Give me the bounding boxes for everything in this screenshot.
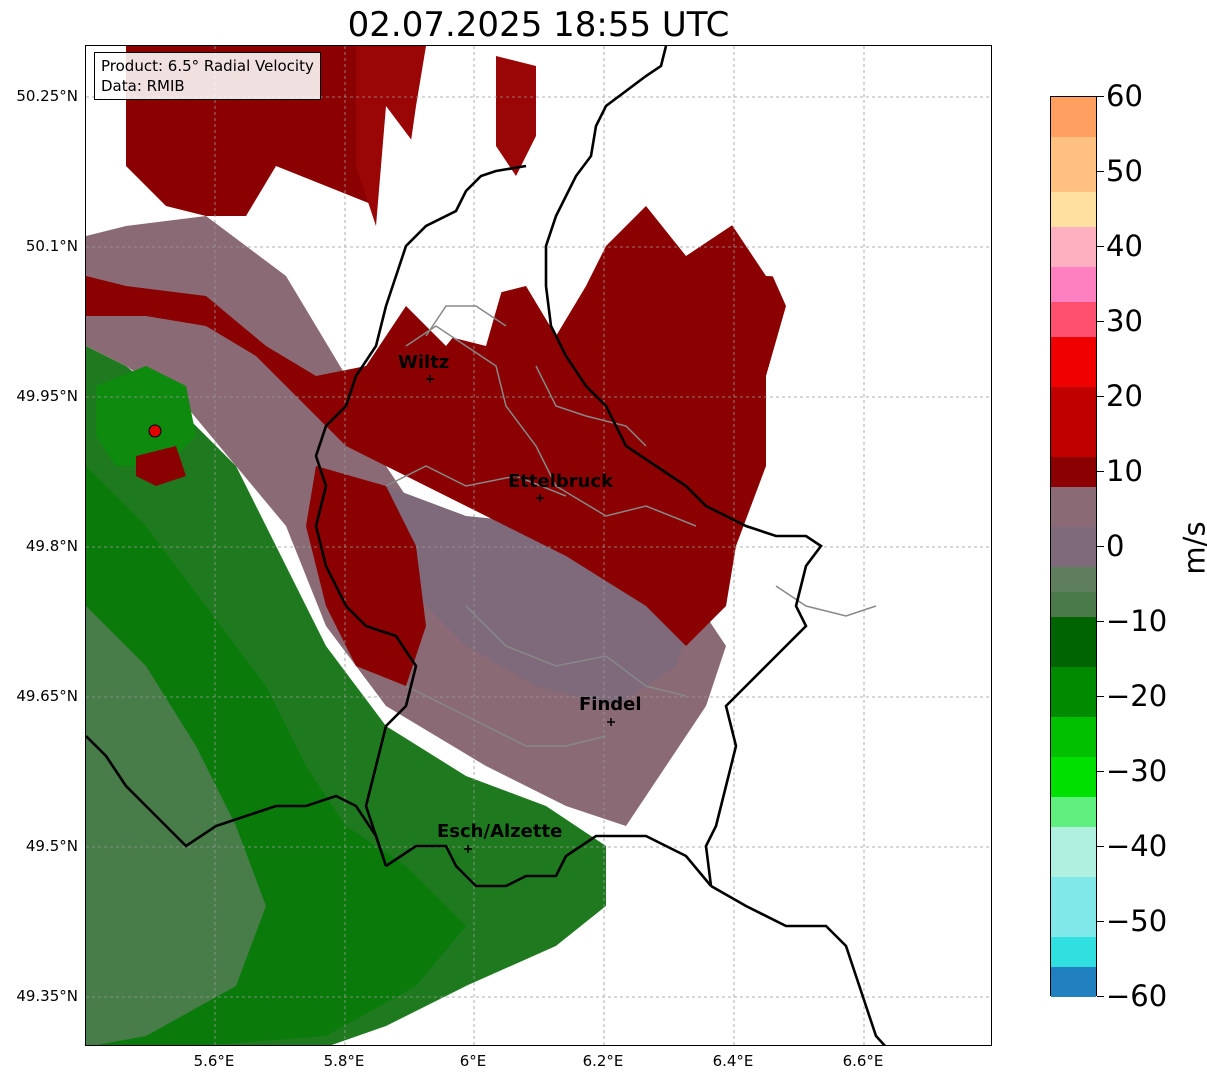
lat-label: 49.35°N: [16, 987, 78, 1005]
lat-label: 50.1°N: [25, 237, 78, 255]
lat-label: 49.65°N: [16, 687, 78, 705]
colorbar-tick-label: −20: [1106, 679, 1168, 713]
country-borders: [86, 46, 886, 1045]
city-markers: [426, 375, 615, 853]
product-info-box: Product: 6.5° Radial Velocity Data: RMIB: [94, 52, 321, 100]
colorbar-tick-label: 20: [1106, 379, 1143, 413]
map-title: 02.07.2025 18:55 UTC: [347, 5, 730, 45]
neutral-velocity-belt-inner: [386, 486, 696, 706]
no-data-east: [776, 276, 991, 586]
radar-map-canvas: [86, 46, 991, 1045]
no-data-northeast: [556, 46, 991, 286]
canton-boundaries: [385, 305, 877, 747]
receding-velocity-strip-2: [496, 56, 536, 176]
colorbar-tick-mark: [1097, 921, 1104, 922]
colorbar-segment: [1051, 667, 1096, 717]
colorbar-tick-label: 10: [1106, 454, 1143, 488]
colorbar-segment: [1051, 827, 1096, 877]
lon-label: 6.6°E: [842, 1052, 884, 1070]
colorbar-unit-label: m/s: [1177, 521, 1207, 575]
colorbar-segment: [1051, 797, 1096, 827]
no-data-gap: [376, 106, 416, 276]
colorbar-tick-label: 30: [1106, 304, 1143, 338]
colorbar-segment: [1051, 967, 1096, 997]
city-label-esch-alzette: Esch/Alzette: [437, 821, 563, 842]
colorbar-tick-mark: [1097, 996, 1104, 997]
colorbar-segment: [1051, 487, 1096, 527]
colorbar-segment: [1051, 97, 1096, 137]
colorbar-tick-mark: [1097, 846, 1104, 847]
lat-label: 49.5°N: [25, 837, 78, 855]
colorbar-segment: [1051, 337, 1096, 387]
colorbar-tick-label: 60: [1106, 79, 1143, 113]
colorbar-tick-label: 40: [1106, 229, 1143, 263]
colorbar-tick-mark: [1097, 321, 1104, 322]
colorbar-segment: [1051, 137, 1096, 192]
colorbar-segment: [1051, 717, 1096, 757]
graticule: [86, 46, 991, 1045]
colorbar-tick-mark: [1097, 696, 1104, 697]
colorbar-tick-label: −40: [1106, 829, 1168, 863]
colorbar-segment: [1051, 567, 1096, 592]
near-radar-green-zone: [96, 366, 196, 466]
colorbar-segment: [1051, 937, 1096, 967]
lon-label: 5.8°E: [323, 1052, 365, 1070]
data-source-label: Data: RMIB: [101, 77, 185, 95]
colorbar-segment: [1051, 877, 1096, 937]
colorbar-tick-label: 50: [1106, 154, 1143, 188]
receding-velocity-west-lobe: [306, 466, 426, 686]
colorbar-segment: [1051, 227, 1096, 267]
lat-label: 50.25°N: [16, 87, 78, 105]
colorbar-segment: [1051, 267, 1096, 302]
receding-velocity-region: [86, 206, 786, 646]
colorbar-tick-label: −30: [1106, 754, 1168, 788]
colorbar-tick-label: −10: [1106, 604, 1168, 638]
velocity-colorbar: [1050, 96, 1097, 997]
radar-site-marker: [148, 424, 162, 438]
colorbar-segment: [1051, 757, 1096, 797]
approaching-velocity-light: [86, 606, 266, 1045]
lon-label: 6.4°E: [712, 1052, 754, 1070]
lat-label: 49.8°N: [25, 537, 78, 555]
colorbar-tick-mark: [1097, 771, 1104, 772]
product-label: Product: 6.5° Radial Velocity: [101, 57, 314, 75]
no-data-gap-2: [426, 206, 506, 346]
colorbar-segment: [1051, 457, 1096, 487]
city-label-wiltz: Wiltz: [398, 352, 450, 373]
near-radar-red-spot: [136, 446, 186, 486]
city-label-ettelbruck: Ettelbruck: [508, 471, 614, 492]
colorbar-tick-mark: [1097, 621, 1104, 622]
colorbar-tick-mark: [1097, 396, 1104, 397]
lon-label: 5.6°E: [193, 1052, 235, 1070]
radar-map[interactable]: Product: 6.5° Radial Velocity Data: RMIB…: [85, 45, 992, 1046]
colorbar-tick-mark: [1097, 96, 1104, 97]
colorbar-tick-label: −50: [1106, 904, 1168, 938]
colorbar-tick-mark: [1097, 471, 1104, 472]
colorbar-tick-mark: [1097, 546, 1104, 547]
colorbar-segment: [1051, 592, 1096, 617]
lon-label: 6.2°E: [582, 1052, 624, 1070]
colorbar-segment: [1051, 387, 1096, 457]
colorbar-segment: [1051, 527, 1096, 567]
colorbar-tick-label: 0: [1106, 529, 1125, 563]
lon-label: 6°E: [459, 1052, 487, 1070]
colorbar-segment: [1051, 617, 1096, 667]
city-label-findel: Findel: [579, 694, 642, 715]
colorbar-segment: [1051, 302, 1096, 337]
lat-label: 49.95°N: [16, 387, 78, 405]
colorbar-tick-mark: [1097, 246, 1104, 247]
colorbar-segment: [1051, 192, 1096, 227]
colorbar-tick-label: −60: [1106, 979, 1168, 1013]
no-data-southeast: [388, 566, 991, 1045]
colorbar-tick-mark: [1097, 171, 1104, 172]
